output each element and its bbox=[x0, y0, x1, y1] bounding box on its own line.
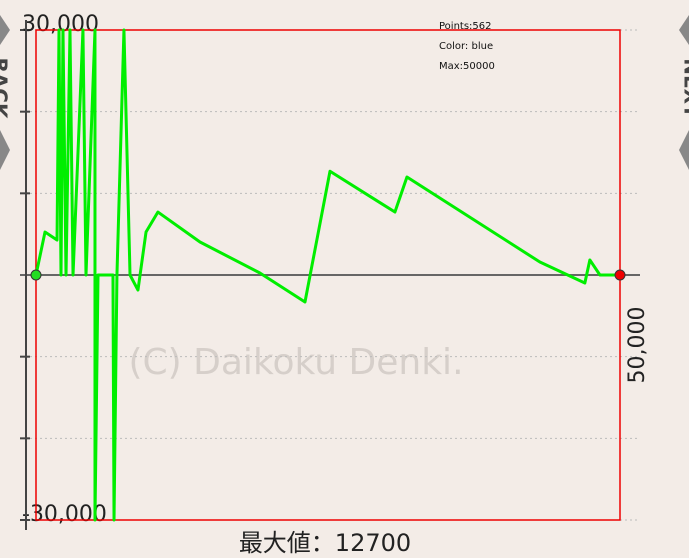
watermark: (C) Daikoku Denki. bbox=[128, 342, 463, 383]
nav-arrow[interactable] bbox=[0, 15, 10, 45]
nav-arrow[interactable] bbox=[679, 15, 689, 45]
x-tick-label: 50,000 bbox=[625, 307, 650, 384]
data-line bbox=[34, 28, 620, 522]
footer-max: 最大値：12700 bbox=[239, 529, 411, 557]
nav-arrow[interactable] bbox=[0, 130, 10, 170]
nav-next[interactable]: NEXT bbox=[679, 15, 689, 170]
nav-arrow[interactable] bbox=[679, 130, 689, 170]
nav-next-label[interactable]: NEXT bbox=[680, 58, 689, 118]
info-text: Color: blue bbox=[439, 41, 493, 52]
nav-back[interactable]: BACK bbox=[0, 15, 12, 170]
info-text: Max:50000 bbox=[439, 61, 495, 72]
nav-back-label[interactable]: BACK bbox=[0, 58, 12, 120]
end-marker bbox=[614, 269, 626, 281]
info-text: Points:562 bbox=[439, 21, 492, 32]
start-marker bbox=[30, 269, 42, 281]
